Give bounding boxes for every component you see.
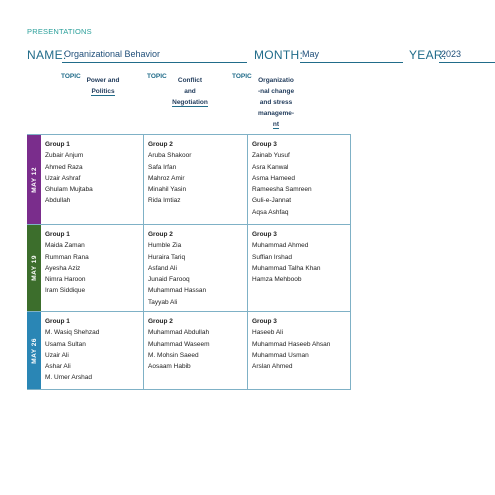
presentation-schedule: MAY 12 Group 1 Zubair Anjum Ahmed Raza U… [27, 134, 351, 390]
year-field[interactable]: 2023 [439, 49, 495, 63]
group-cell: Group 2 Muhammad Abdullah Muhammad Wasee… [144, 312, 248, 389]
date-bar: MAY 12 [27, 135, 41, 224]
schedule-row-may-26: MAY 26 Group 1 M. Wasiq Shehzad Usama Su… [27, 312, 351, 390]
date-bar: MAY 19 [27, 225, 41, 311]
topic-value-1: Power and Politics [86, 77, 120, 96]
topic-label-2: TOPIC [147, 73, 167, 80]
group-cell: Group 1 Zubair Anjum Ahmed Raza Uzair As… [41, 135, 144, 224]
group-cell: Group 1 M. Wasiq Shehzad Usama Sultan Uz… [41, 312, 144, 389]
schedule-row-may-19: MAY 19 Group 1 Maida Zaman Rumman Rana A… [27, 225, 351, 312]
topic-value-3: Organizatio -nal change and stress manag… [257, 77, 295, 129]
presentations-kicker: PRESENTATIONS [27, 27, 92, 36]
year-label: YEAR: [409, 48, 447, 62]
name-field[interactable]: Organizational Behavior [62, 49, 247, 63]
topic-value-2: Conflict and Negotiation [172, 77, 208, 107]
group-cell: Group 3 Muhammad Ahmed Suffian Irshad Mu… [248, 225, 351, 311]
topic-label-1: TOPIC [61, 73, 81, 80]
group-cell: Group 1 Maida Zaman Rumman Rana Ayesha A… [41, 225, 144, 311]
topic-label-3: TOPIC [232, 73, 252, 80]
group-cell: Group 3 Haseeb Ali Muhammad Haseeb Ahsan… [248, 312, 351, 389]
date-bar: MAY 26 [27, 312, 41, 389]
schedule-row-may-12: MAY 12 Group 1 Zubair Anjum Ahmed Raza U… [27, 134, 351, 225]
month-field[interactable]: May [300, 49, 403, 63]
name-label: NAME: [27, 48, 67, 62]
group-cell: Group 2 Humble Zia Huraira Tariq Asfand … [144, 225, 248, 311]
month-label: MONTH: [254, 48, 304, 62]
group-cell: Group 2 Aruba Shakoor Safa Irfan Mahroz … [144, 135, 248, 224]
group-cell: Group 3 Zainab Yusuf Asra Kanwal Asma Ha… [248, 135, 351, 224]
